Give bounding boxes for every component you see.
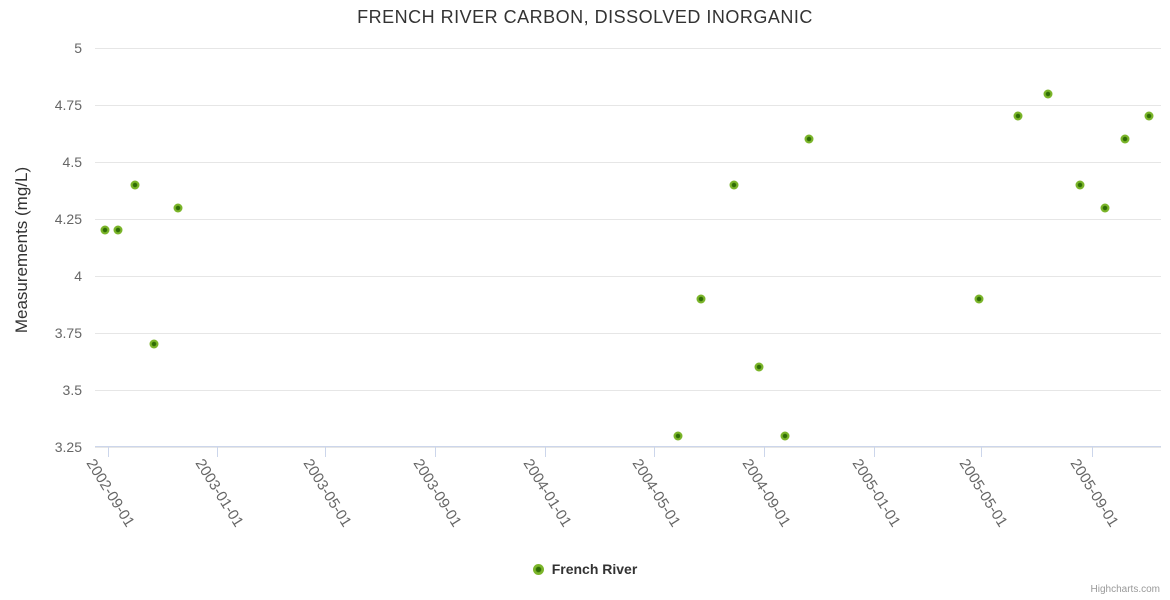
data-point[interactable] — [149, 339, 159, 349]
gridline — [95, 105, 1161, 106]
data-point[interactable] — [130, 180, 139, 190]
y-axis-label: 3.25 — [54, 439, 82, 455]
x-axis-tick — [544, 447, 546, 457]
x-axis-tick — [217, 447, 219, 457]
x-axis-label: 2005-01-01 — [848, 456, 904, 531]
x-axis-label: 2003-09-01 — [409, 456, 466, 531]
data-point[interactable] — [1043, 89, 1053, 99]
x-axis-label: 2004-09-01 — [738, 456, 794, 531]
y-axis-label: 5 — [74, 40, 82, 56]
x-axis-tick — [653, 447, 655, 457]
gridline — [95, 447, 1161, 448]
credits-link[interactable]: Highcharts.com — [1090, 584, 1160, 595]
gridline — [95, 333, 1161, 334]
y-axis-title: Measurements (mg/L) — [12, 166, 31, 334]
data-point[interactable] — [696, 294, 706, 304]
gridline — [95, 276, 1161, 277]
x-axis-line — [95, 446, 1161, 447]
x-axis-label: 2004-05-01 — [628, 456, 684, 531]
gridline — [95, 162, 1161, 163]
gridline — [95, 219, 1161, 220]
legend: French River — [0, 561, 1170, 577]
data-point[interactable] — [974, 294, 984, 304]
data-point[interactable] — [1100, 203, 1110, 213]
x-axis-tick — [435, 447, 437, 457]
y-axis-label: 4.5 — [62, 154, 82, 170]
x-axis-label: 2004-01-01 — [519, 456, 575, 531]
chart-title: FRENCH RIVER CARBON, DISSOLVED INORGANIC — [357, 7, 813, 27]
data-point[interactable] — [1013, 111, 1023, 121]
data-point[interactable] — [673, 431, 683, 441]
data-point[interactable] — [754, 362, 764, 372]
data-point[interactable] — [173, 203, 183, 213]
x-axis-tick — [324, 447, 326, 457]
data-point[interactable] — [729, 180, 738, 190]
data-point[interactable] — [1120, 134, 1130, 144]
x-axis-tick — [1091, 447, 1093, 457]
y-axis-label: 4.25 — [54, 211, 82, 227]
x-axis-label: 2003-01-01 — [191, 456, 247, 531]
x-axis-label: 2003-05-01 — [299, 456, 355, 531]
y-axis-label: 3.5 — [62, 382, 82, 398]
data-point[interactable] — [804, 134, 814, 144]
data-point[interactable] — [113, 225, 122, 235]
legend-item-french-river[interactable]: French River — [551, 561, 638, 577]
gridline — [95, 48, 1161, 49]
y-axis-label: 4.75 — [54, 97, 82, 113]
x-axis-label: 2005-09-01 — [1066, 456, 1122, 531]
legend-marker-icon[interactable] — [532, 563, 544, 575]
y-axis-label: 3.75 — [54, 325, 82, 341]
x-axis-tick — [873, 447, 875, 457]
x-axis-tick — [981, 447, 983, 457]
data-point[interactable] — [1075, 180, 1085, 190]
gridline — [95, 390, 1161, 391]
x-axis-label: 2002-09-01 — [82, 456, 138, 531]
x-axis-label: 2005-05-01 — [955, 456, 1012, 531]
data-point[interactable] — [100, 225, 110, 235]
x-axis-tick — [107, 447, 109, 457]
y-axis-label: 4 — [74, 268, 82, 284]
data-point[interactable] — [1144, 111, 1154, 121]
data-point[interactable] — [780, 431, 790, 441]
x-axis-tick — [764, 447, 766, 457]
